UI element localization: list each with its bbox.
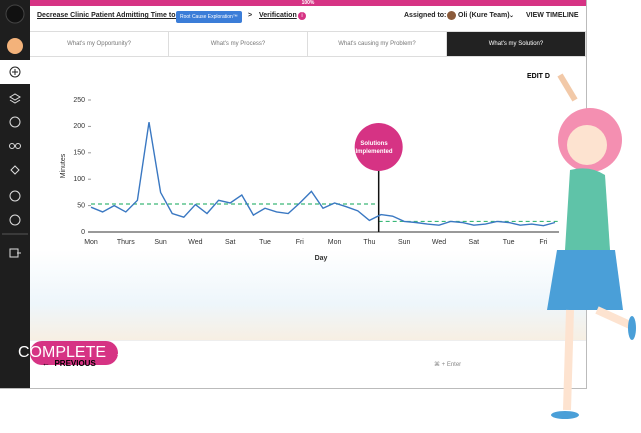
- layers-icon[interactable]: [9, 93, 21, 104]
- assignee-avatar: [447, 11, 456, 20]
- tab-active[interactable]: What's my Solution?: [447, 32, 586, 56]
- x-tick-label: Sat: [469, 239, 480, 246]
- assignee[interactable]: Oli (Kure Team): [458, 12, 510, 19]
- x-tick-label: Thurs: [117, 239, 135, 246]
- data-line: [90, 122, 556, 227]
- y-tick-label: 200: [73, 123, 85, 130]
- sidebar-icons: [0, 4, 30, 258]
- x-tick-label: Fri: [539, 239, 548, 246]
- x-tick-label: Mon: [84, 239, 98, 246]
- x-tick-label: Mon: [328, 239, 342, 246]
- tab[interactable]: What's causing my Problem?: [308, 32, 447, 56]
- dropdown-chevron[interactable]: ⌄: [509, 13, 515, 19]
- x-tick-label: Sun: [398, 239, 411, 246]
- x-tick-label: Tue: [259, 239, 271, 246]
- tab[interactable]: What's my Process?: [169, 32, 308, 56]
- x-tick-label: Thu: [363, 239, 375, 246]
- tab-bar: What's my Opportunity? What's my Process…: [30, 31, 586, 57]
- annotation: Solutions Implemented: [355, 141, 393, 155]
- app-window: 100% Decrease Clinic Patient Admitting T…: [0, 0, 587, 389]
- x-tick-label: Fri: [296, 239, 305, 246]
- background-scene: [30, 250, 586, 340]
- step-link[interactable]: Verification: [259, 12, 297, 19]
- x-tick-label: Wed: [432, 239, 446, 246]
- y-tick-label: 50: [77, 202, 85, 209]
- assigned-label: Assigned to:: [404, 12, 447, 19]
- phase-tag[interactable]: Root Cause Exploration™: [176, 11, 242, 23]
- y-tick-label: 100: [73, 176, 85, 183]
- chart: 0 50 100 150 200 250 Mon Thurs Sun Wed Sat Tue Fri Mo…: [60, 97, 559, 262]
- previous-label: PREVIOUS: [54, 359, 96, 368]
- x-tick-label: Tue: [503, 239, 515, 246]
- timeline-link[interactable]: VIEW TIMELINE: [526, 12, 579, 19]
- x-tick-label: Sun: [154, 239, 167, 246]
- info-badge[interactable]: i: [298, 12, 306, 20]
- project-link[interactable]: Decrease Clinic Patient Admitting Time t…: [37, 12, 182, 19]
- progress-bar: 100%: [30, 0, 586, 6]
- x-tick-label: Sat: [225, 239, 236, 246]
- edit-button[interactable]: EDIT D: [527, 73, 550, 80]
- previous-button[interactable]: ← PREVIOUS: [42, 359, 96, 368]
- complete-label: COMPLETE: [18, 344, 107, 361]
- annotation-bubble: [354, 123, 403, 171]
- y-axis-label: Minutes: [60, 153, 67, 178]
- y-tick-label: 150: [73, 150, 85, 157]
- complete-button[interactable]: COMPLETE →: [18, 341, 130, 365]
- mascot: [547, 73, 636, 419]
- footer: ← PREVIOUS ⌘ + Enter COMPLETE →: [18, 340, 586, 388]
- sidebar: [0, 0, 30, 388]
- y-tick-label: 250: [73, 97, 85, 104]
- tab[interactable]: What's my Opportunity?: [30, 32, 169, 56]
- separator: >: [248, 12, 253, 19]
- x-tick-label: Wed: [188, 239, 202, 246]
- user-avatar[interactable]: [7, 38, 23, 54]
- y-tick-label: 0: [81, 229, 85, 236]
- shortcut-hint: ⌘ + Enter: [434, 362, 462, 368]
- x-axis-label: Day: [315, 255, 328, 262]
- profile-icon[interactable]: [9, 116, 21, 128]
